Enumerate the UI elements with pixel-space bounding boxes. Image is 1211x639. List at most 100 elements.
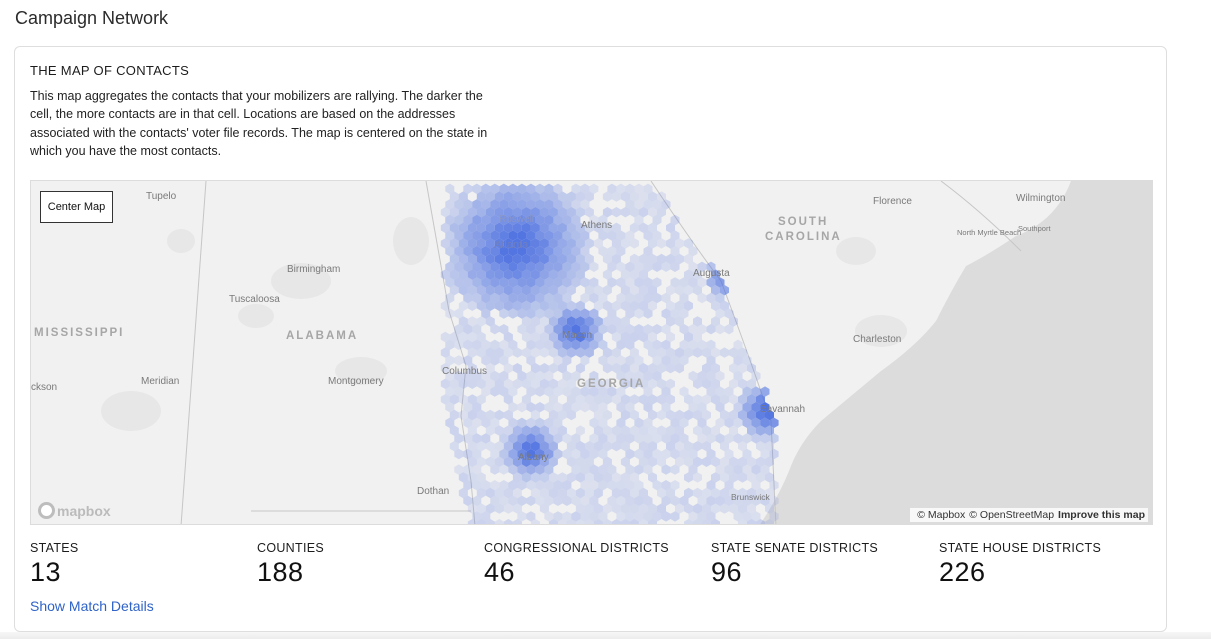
hex-cell [458, 487, 468, 499]
hex-cell [643, 495, 653, 506]
hex-cell [715, 277, 725, 288]
osm-attribution-link[interactable]: © OpenStreetMap [969, 509, 1055, 521]
mapbox-attribution-link[interactable]: © Mapbox [917, 509, 966, 521]
hex-cell [715, 308, 725, 319]
contacts-map[interactable]: Tupelo Birmingham Tuscaloosa Meridian Mo… [30, 180, 1153, 525]
hex-cell [584, 503, 594, 514]
city-label-wilmington: Wilmington [1016, 193, 1065, 204]
hex-cell [463, 433, 473, 444]
hex-cell [539, 441, 549, 452]
hex-cell [517, 370, 527, 382]
hex-cell [481, 433, 491, 444]
hex-cell [458, 300, 468, 311]
hex-cell [666, 316, 675, 327]
hex-cell [715, 495, 725, 506]
hex-cell [548, 363, 558, 374]
hex-cell [634, 355, 644, 366]
hex-cell [548, 347, 558, 358]
city-label-roswell: Roswell [499, 214, 534, 225]
hex-cell [593, 519, 603, 524]
hex-cell [702, 519, 711, 524]
hex-cell [706, 277, 716, 288]
state-label-georgia: GEORGIA [577, 378, 645, 390]
hex-cell [503, 222, 513, 233]
hex-cell [625, 480, 635, 491]
hex-cell [580, 246, 590, 257]
hex-cell [661, 308, 671, 319]
ocean [760, 181, 1152, 524]
hex-cell [557, 207, 567, 218]
hex-cell [517, 480, 527, 491]
hex-cell [589, 261, 599, 272]
hex-cell [657, 456, 666, 467]
hex-cell [584, 456, 594, 467]
hex-cell [535, 214, 545, 226]
hex-cell [517, 464, 527, 475]
hex-cell [449, 191, 459, 202]
state-label-carolina: CAROLINA [765, 231, 842, 243]
city-label-tupelo: Tupelo [146, 191, 177, 202]
hex-cell [584, 238, 594, 249]
hex-cell [467, 519, 477, 524]
hex-cell [508, 308, 518, 319]
hex-cell [454, 230, 464, 241]
hex-cell [553, 199, 563, 210]
hex-cell [544, 261, 554, 272]
stat-value: 226 [939, 557, 986, 587]
hex-cell [481, 261, 491, 272]
hex-cell [499, 183, 509, 194]
hex-cell [494, 191, 504, 202]
hex-cell [620, 441, 630, 452]
hex-cell [467, 222, 477, 233]
mapbox-logo[interactable]: mapbox [38, 502, 111, 519]
hex-cell [679, 292, 689, 304]
hex-cell [553, 261, 563, 272]
hex-cell [643, 464, 653, 475]
hex-cell [643, 199, 653, 210]
hex-cell [458, 191, 468, 202]
hex-cell [711, 425, 720, 436]
hex-cell [652, 277, 662, 288]
hex-cell [562, 495, 572, 506]
hex-cell [589, 417, 599, 428]
hex-cell [643, 183, 653, 194]
hex-cell [620, 191, 630, 202]
hex-cell [499, 214, 509, 226]
hex-cell [557, 253, 567, 265]
hex-cell [648, 456, 657, 467]
hex-cell [440, 378, 450, 389]
hex-cell [575, 269, 585, 280]
hex-cell [733, 511, 743, 522]
hex-cell [445, 370, 455, 382]
hex-cell [467, 316, 477, 327]
hex-cell [562, 230, 572, 241]
map-canvas[interactable]: Tupelo Birmingham Tuscaloosa Meridian Mo… [31, 181, 1153, 525]
hex-cell [589, 308, 599, 319]
improve-map-link[interactable]: Improve this map [1058, 509, 1145, 521]
hex-cell [571, 324, 581, 335]
hex-cell [616, 261, 626, 272]
hex-cell [544, 199, 554, 210]
hex-cell [616, 370, 626, 382]
urban-areas [101, 217, 907, 431]
show-match-details-link[interactable]: Show Match Details [30, 598, 154, 614]
hex-cell [620, 238, 630, 249]
hex-cell [521, 472, 531, 483]
hex-cell [472, 480, 482, 491]
hex-cell [693, 378, 702, 389]
hex-cell [742, 433, 752, 444]
hex-cell [697, 324, 707, 335]
hex-cell [738, 441, 747, 452]
hex-cell [512, 347, 522, 358]
hex-cell [508, 261, 518, 272]
map-attribution: © Mapbox © OpenStreetMap Improve this map [910, 508, 1148, 522]
hex-cell [503, 409, 513, 421]
hex-cell [620, 331, 630, 343]
hex-cell [684, 409, 693, 421]
hex-cell [666, 300, 675, 311]
hex-cell [625, 292, 635, 304]
center-map-button[interactable]: Center Map [40, 191, 113, 223]
hex-cell [562, 199, 572, 210]
hex-cell [733, 464, 743, 475]
hex-cell [648, 238, 657, 249]
